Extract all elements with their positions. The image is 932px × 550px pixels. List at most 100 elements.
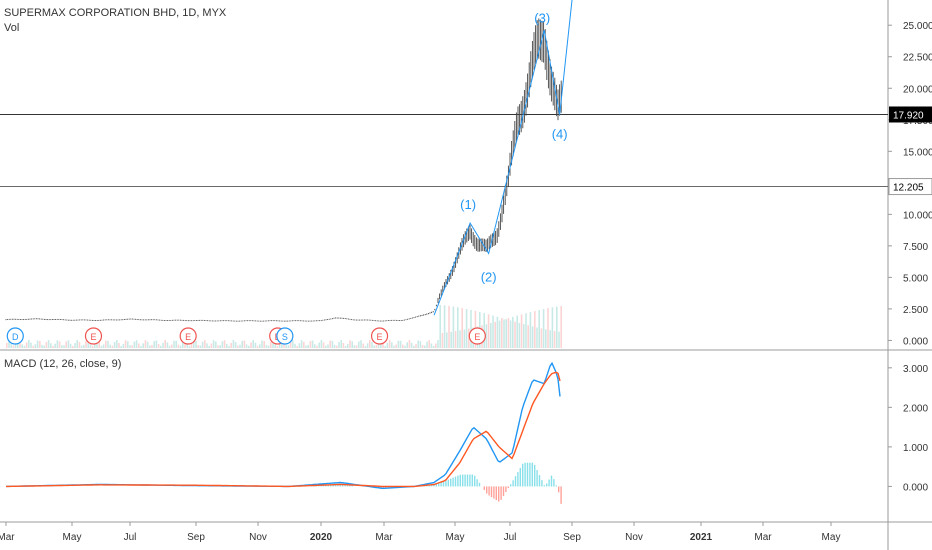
time-axis-label: Nov (249, 532, 267, 543)
volume-bar (267, 345, 270, 348)
macd-line (6, 361, 561, 489)
volume-bar (122, 343, 125, 348)
volume-bar (512, 316, 514, 348)
volume-bar (531, 326, 534, 348)
volume-bar (96, 340, 98, 348)
macd-histogram-bar (512, 480, 514, 487)
price-axis-label: 0.000 (903, 336, 928, 347)
volume-bar (41, 344, 43, 348)
macd-histogram-bar (344, 484, 346, 487)
macd-histogram-bar (334, 484, 337, 487)
volume-bar (454, 331, 457, 348)
macd-histogram-bar (510, 484, 512, 487)
macd-histogram-bar (430, 484, 433, 487)
macd-histogram-bar (339, 484, 341, 487)
macd-histogram-bar (543, 485, 545, 487)
volume-bar (485, 324, 488, 348)
volume-bar (87, 340, 89, 348)
volume-bar (534, 311, 536, 348)
volume-bar (250, 342, 252, 348)
volume-bar (294, 343, 296, 348)
volume-bar (483, 313, 485, 348)
macd-histogram-bar (548, 479, 550, 487)
macd-histogram-bar (382, 486, 385, 489)
volume-bar (542, 309, 545, 348)
volume-bar (331, 340, 334, 348)
macd-histogram-bar (541, 480, 543, 487)
volume-bar (333, 344, 336, 348)
volume-bar (355, 345, 358, 348)
time-axis-label: Mar (754, 532, 772, 543)
volume-bar (320, 340, 323, 348)
event-marker-dividend (6, 327, 24, 345)
macd-histogram-bar (531, 462, 533, 487)
volume-bar (437, 340, 439, 348)
volume-bar (549, 330, 551, 348)
volume-bar (193, 340, 195, 348)
macd-histogram-bar (346, 485, 349, 487)
volume-bar (30, 342, 32, 348)
volume-bar (237, 345, 239, 348)
volume-bar (91, 345, 94, 348)
volume-bar (219, 345, 221, 348)
volume-bar (199, 345, 202, 348)
macd-histogram-bar (469, 474, 471, 487)
volume-bar (28, 340, 30, 348)
volume-bar (254, 342, 257, 348)
volume-bar (551, 307, 554, 348)
volume-bar (111, 345, 114, 348)
volume-bar (215, 341, 217, 348)
volume-bar (318, 342, 320, 348)
macd-histogram-bar (550, 475, 553, 487)
macd-histogram-bar (337, 484, 339, 487)
macd-histogram-bar (454, 476, 457, 487)
volume-bar (195, 341, 197, 348)
macd-histogram-bar (519, 467, 521, 487)
volume-bar (6, 343, 8, 348)
volume-bar (153, 341, 155, 348)
event-letter: E (185, 332, 191, 342)
volume-bar (61, 345, 63, 348)
time-axis-label: Mar (375, 532, 393, 543)
volume-bar (408, 340, 411, 348)
volume-bar (520, 314, 523, 348)
volume-bar (558, 331, 560, 348)
volume-bar (490, 323, 492, 348)
volume-bar (360, 340, 362, 348)
event-marker-earnings (370, 327, 389, 345)
volume-bar (188, 345, 191, 348)
volume-bar (344, 345, 347, 348)
volume-bar (208, 345, 210, 348)
time-axis-label: May (63, 532, 82, 543)
volume-bar (314, 344, 316, 348)
macd-histogram-bar (558, 486, 560, 493)
volume-bar (74, 343, 76, 348)
volume-bar (556, 306, 558, 348)
volume-bar (503, 319, 505, 348)
volume-bar (63, 345, 65, 348)
price-axis-label: 15.000 (903, 147, 932, 158)
volume-bar (373, 345, 375, 348)
volume-bar (151, 345, 153, 348)
volume-bar (432, 345, 435, 348)
volume-bar (487, 314, 490, 348)
volume-bar (492, 315, 494, 348)
volume-bar (67, 340, 70, 348)
volume-bar (39, 340, 41, 348)
macd-histogram-bar (476, 479, 478, 487)
macd-histogram-bar (488, 486, 490, 496)
volume-bar (349, 340, 351, 348)
macd-histogram-bar (385, 486, 387, 489)
volume-bar (177, 344, 180, 348)
volume-bar (509, 320, 512, 348)
volume-bar (166, 342, 169, 348)
volume-bar (124, 340, 127, 348)
time-axis-label: Jul (504, 532, 517, 543)
volume-bar (234, 342, 237, 348)
volume-bar (116, 340, 118, 348)
volume-bar (149, 345, 151, 348)
volume-bar (270, 341, 272, 348)
volume-bar (278, 343, 281, 348)
volume-bar (107, 340, 109, 348)
volume-bar (338, 342, 340, 348)
